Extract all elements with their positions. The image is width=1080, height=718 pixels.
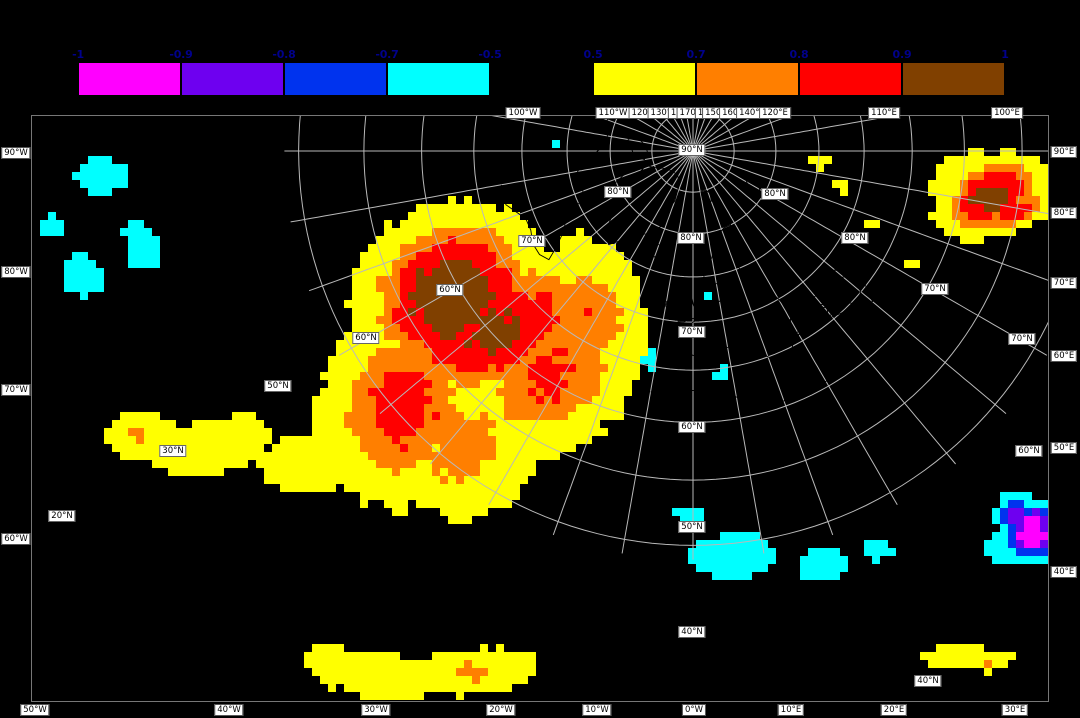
longitude-label-bottom: 10°E: [777, 704, 805, 716]
map-panel[interactable]: [31, 115, 1049, 702]
meridian--30: [488, 150, 694, 506]
coastline-7: [650, 336, 840, 404]
coastline-5: [700, 189, 712, 204]
colorbar-segment: [696, 62, 799, 96]
data-layer: [40, 140, 1048, 700]
colorbar-tick-label: 0.9: [892, 48, 912, 61]
colorbar-segment: [78, 62, 181, 96]
coastline-4: [665, 297, 678, 313]
latitude-label: 30°N: [159, 445, 187, 457]
colorbar-tick-label: -0.7: [375, 48, 399, 61]
latitude-label: 60°N: [678, 421, 706, 433]
coastline-6: [745, 174, 763, 200]
colorbar-segment: [593, 62, 696, 96]
colorbar-segment: [284, 62, 387, 96]
latitude-label: 80°N: [761, 188, 789, 200]
meridian--80: [290, 150, 694, 223]
longitude-label-right: 70°E: [1050, 277, 1078, 289]
latitude-label: 40°N: [678, 626, 706, 638]
coastline-12: [793, 269, 862, 341]
latitude-label: 70°N: [1008, 333, 1036, 345]
longitude-label-right: 90°E: [1050, 146, 1078, 158]
latitude-label: 70°N: [518, 235, 546, 247]
longitude-label-bottom: 10°W: [582, 704, 612, 716]
coastline-11: [627, 136, 649, 161]
latitude-label: 50°N: [678, 521, 706, 533]
longitude-label-top: 100°W: [505, 107, 541, 119]
longitude-label-left: 80°W: [1, 266, 31, 278]
latitude-label: 60°N: [436, 284, 464, 296]
meridian-50: [692, 150, 1007, 414]
latitude-label: 80°N: [677, 232, 705, 244]
latitude-label: 60°N: [352, 332, 380, 344]
colorbar-tick-label: -0.8: [272, 48, 296, 61]
meridian-110: [692, 116, 791, 152]
colorbar-tick-label: 0.5: [583, 48, 603, 61]
longitude-label-left: 90°W: [1, 147, 31, 159]
latitude-label: 40°N: [914, 675, 942, 687]
meridian--110: [595, 116, 694, 152]
latitude-label: 60°N: [1015, 445, 1043, 457]
colorbar-tick-label: 0.8: [789, 48, 809, 61]
longitude-label-left: 70°W: [1, 384, 31, 396]
meridian--120: [631, 116, 694, 152]
positive-correlation-colorbar: [593, 62, 1005, 96]
colorbar-tick-label: -0.5: [478, 48, 502, 61]
meridian-80: [692, 150, 1048, 215]
coastline-0: [605, 164, 680, 246]
meridian-40: [692, 150, 956, 465]
colorbar-tick-label: 1: [1001, 48, 1009, 61]
longitude-label-right: 40°E: [1050, 566, 1078, 578]
map-canvas: [32, 116, 1048, 701]
colorbar-tick-label: -1: [72, 48, 84, 61]
colorbar-segment: [387, 62, 490, 96]
negative-correlation-colorbar: [78, 62, 490, 96]
latitude-label: 80°N: [604, 186, 632, 198]
longitude-label-bottom: 30°E: [1001, 704, 1029, 716]
longitude-label-bottom: 40°W: [214, 704, 244, 716]
longitude-label-top: 120°E: [759, 107, 791, 119]
longitude-label-bottom: 30°W: [361, 704, 391, 716]
coastline-3: [677, 284, 697, 323]
longitude-label-top: 100°E: [991, 107, 1023, 119]
meridian-70: [692, 150, 1048, 281]
colorbar-segment: [181, 62, 284, 96]
longitude-label-bottom: 20°W: [486, 704, 516, 716]
meridian--70: [308, 150, 694, 292]
coastline-1: [650, 243, 671, 258]
longitude-label-right: 80°E: [1050, 207, 1078, 219]
meridian-20: [692, 150, 834, 536]
meridian-120: [692, 116, 755, 152]
longitude-label-left: 60°W: [1, 533, 31, 545]
meridian-10: [692, 150, 765, 554]
meridian--100: [491, 116, 694, 152]
longitude-label-bottom: 50°W: [20, 704, 50, 716]
meridian--10: [621, 150, 694, 554]
meridian-30: [692, 150, 898, 506]
latitude-label: 50°N: [264, 380, 292, 392]
coastline-13: [786, 302, 829, 335]
meridian-100: [692, 116, 895, 152]
longitude-label-top: 110°W: [595, 107, 631, 119]
longitude-label-right: 60°E: [1050, 350, 1078, 362]
colorbar-segment: [799, 62, 902, 96]
colorbar-tick-label: -0.9: [169, 48, 193, 61]
latitude-label: 80°N: [841, 232, 869, 244]
meridian--40: [430, 150, 694, 465]
longitude-label-bottom: 0°W: [681, 704, 707, 716]
coastline-2: [676, 224, 874, 363]
meridian--20: [552, 150, 694, 536]
latitude-label: 90°N: [678, 144, 706, 156]
latitude-label: 70°N: [921, 283, 949, 295]
meridian--50: [379, 150, 694, 414]
longitude-label-right: 50°E: [1050, 442, 1078, 454]
latitude-label: 70°N: [678, 326, 706, 338]
longitude-label-bottom: 20°E: [880, 704, 908, 716]
colorbar-segment: [902, 62, 1005, 96]
longitude-label-top: 110°E: [868, 107, 900, 119]
colorbar-tick-label: 0.7: [686, 48, 706, 61]
latitude-label: 20°N: [48, 510, 76, 522]
